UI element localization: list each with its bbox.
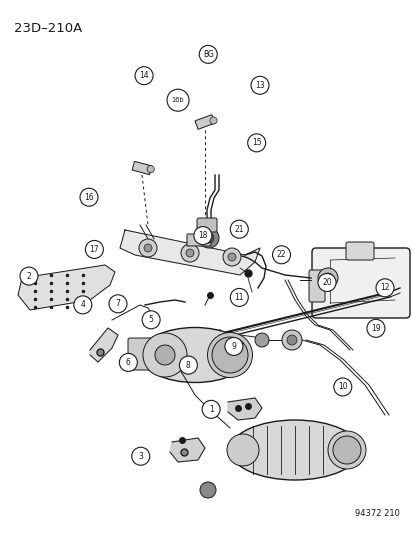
Ellipse shape: [140, 327, 249, 383]
Circle shape: [230, 220, 248, 238]
Text: 18: 18: [198, 231, 207, 240]
FancyBboxPatch shape: [187, 234, 211, 246]
Circle shape: [322, 273, 332, 283]
Text: 94372 210: 94372 210: [354, 509, 399, 518]
Text: 16: 16: [84, 193, 94, 201]
Text: 19: 19: [370, 324, 380, 333]
FancyBboxPatch shape: [308, 270, 324, 302]
Circle shape: [20, 267, 38, 285]
Text: 2: 2: [26, 272, 31, 280]
Circle shape: [119, 353, 137, 372]
Polygon shape: [90, 328, 118, 362]
Circle shape: [199, 228, 218, 248]
Text: 21: 21: [234, 225, 243, 233]
Text: 14: 14: [139, 71, 149, 80]
Circle shape: [317, 273, 335, 292]
FancyBboxPatch shape: [128, 338, 159, 370]
Ellipse shape: [207, 333, 252, 377]
Text: 7: 7: [115, 300, 120, 308]
Circle shape: [211, 337, 247, 373]
Circle shape: [247, 134, 265, 152]
Circle shape: [85, 240, 103, 259]
Circle shape: [80, 188, 98, 206]
Text: 9: 9: [231, 342, 236, 351]
Polygon shape: [18, 265, 115, 310]
Text: 15: 15: [251, 139, 261, 147]
Circle shape: [144, 244, 152, 252]
Text: 22: 22: [276, 251, 285, 259]
Text: 20: 20: [321, 278, 331, 287]
Circle shape: [131, 447, 150, 465]
Circle shape: [366, 319, 384, 337]
Polygon shape: [170, 438, 204, 462]
Circle shape: [204, 233, 214, 243]
Text: 13: 13: [254, 81, 264, 90]
Text: 10: 10: [337, 383, 347, 391]
Text: 6: 6: [126, 358, 131, 367]
Polygon shape: [132, 161, 152, 175]
Circle shape: [202, 400, 220, 418]
Circle shape: [139, 239, 157, 257]
Circle shape: [199, 45, 217, 63]
Polygon shape: [228, 398, 261, 420]
Circle shape: [166, 89, 189, 111]
Text: 17: 17: [89, 245, 99, 254]
Circle shape: [179, 356, 197, 374]
Circle shape: [286, 335, 296, 345]
Circle shape: [333, 378, 351, 396]
Circle shape: [317, 268, 337, 288]
Circle shape: [147, 166, 154, 173]
Circle shape: [209, 117, 216, 124]
Circle shape: [142, 311, 160, 329]
Circle shape: [254, 333, 268, 347]
Circle shape: [142, 333, 187, 377]
Text: 11: 11: [234, 293, 243, 302]
Text: BG: BG: [202, 50, 213, 59]
Text: 12: 12: [380, 284, 389, 292]
Circle shape: [223, 248, 240, 266]
Text: 1: 1: [208, 405, 213, 414]
Text: 16b: 16b: [171, 97, 184, 103]
Ellipse shape: [230, 420, 359, 480]
Text: 3: 3: [138, 452, 143, 461]
FancyBboxPatch shape: [197, 218, 216, 232]
Circle shape: [226, 434, 259, 466]
FancyBboxPatch shape: [311, 248, 409, 318]
Circle shape: [199, 482, 216, 498]
Circle shape: [250, 76, 268, 94]
Circle shape: [193, 227, 211, 245]
FancyBboxPatch shape: [345, 242, 373, 260]
Circle shape: [109, 295, 127, 313]
Text: 8: 8: [185, 361, 190, 369]
Circle shape: [224, 337, 242, 356]
Circle shape: [185, 249, 194, 257]
Circle shape: [375, 279, 393, 297]
Circle shape: [332, 436, 360, 464]
Ellipse shape: [327, 431, 365, 469]
Text: 23D–210A: 23D–210A: [14, 22, 82, 35]
Circle shape: [154, 345, 175, 365]
Circle shape: [281, 330, 301, 350]
Circle shape: [74, 296, 92, 314]
Polygon shape: [195, 115, 214, 130]
Text: 4: 4: [80, 301, 85, 309]
Circle shape: [135, 67, 153, 85]
Text: 5: 5: [148, 316, 153, 324]
Circle shape: [272, 246, 290, 264]
Polygon shape: [120, 230, 259, 275]
Circle shape: [230, 288, 248, 306]
Circle shape: [228, 253, 235, 261]
Circle shape: [180, 244, 199, 262]
